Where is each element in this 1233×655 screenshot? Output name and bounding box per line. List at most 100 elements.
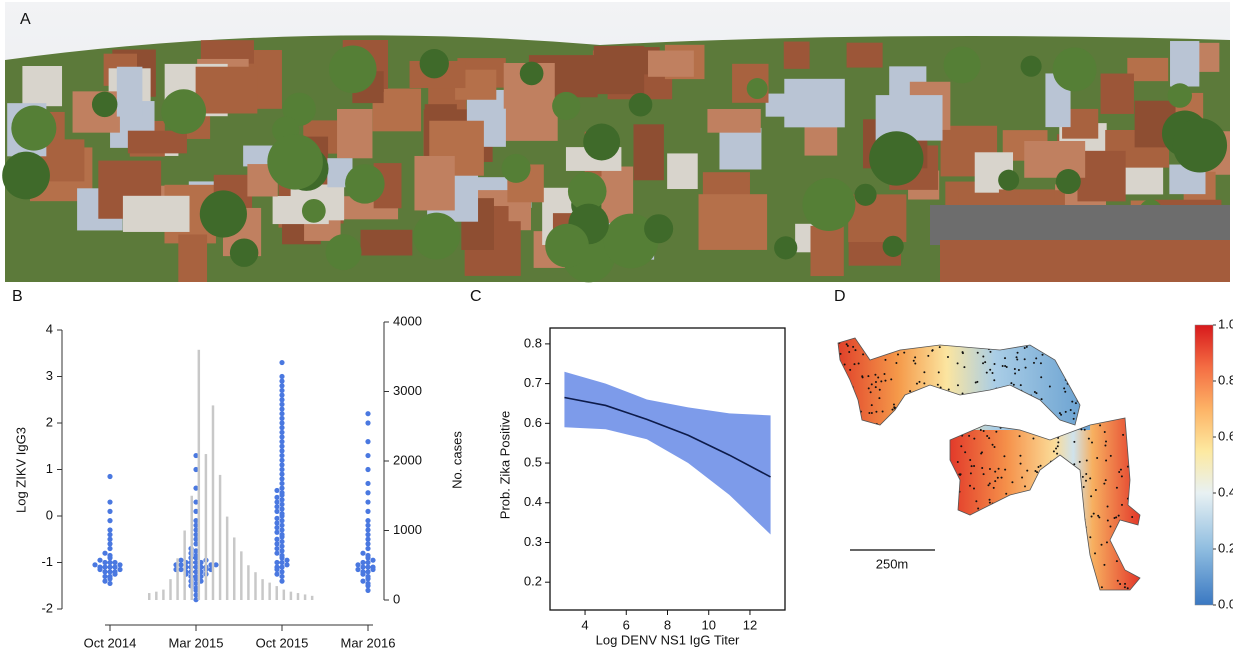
household-dot [1073, 536, 1076, 539]
household-dot [985, 540, 988, 543]
swarm-point [274, 520, 280, 526]
household-dot [869, 448, 872, 451]
colorbar-tick-label: 0.8 [1218, 372, 1233, 387]
household-dot [879, 476, 882, 479]
photo-building [116, 66, 143, 117]
household-dot [959, 539, 962, 542]
household-dot [978, 535, 981, 538]
household-dot [1019, 384, 1022, 387]
household-dot [982, 355, 985, 358]
household-dot [926, 500, 929, 503]
y-tick-label: 0.3 [524, 534, 542, 549]
swarm-point [107, 518, 113, 524]
household-dot [1022, 494, 1025, 497]
household-dot [1126, 437, 1129, 440]
household-dot [857, 362, 860, 365]
household-dot [968, 484, 971, 487]
swarm-point [365, 522, 371, 528]
case-bar [254, 572, 257, 600]
swarm-point [107, 541, 113, 547]
household-dot [1046, 432, 1049, 435]
swarm-point [193, 585, 199, 591]
household-dot [1094, 552, 1097, 555]
case-bar [261, 579, 264, 600]
case-bar [247, 565, 250, 600]
swarm-point [284, 562, 290, 568]
household-dot [977, 507, 980, 510]
swarm-point [102, 573, 108, 580]
household-dot [1137, 468, 1140, 471]
household-dot [1014, 545, 1017, 548]
household-dot [1078, 576, 1081, 579]
household-dot [926, 449, 929, 452]
household-dot [867, 563, 870, 566]
household-dot [1023, 358, 1026, 361]
photo-tree [1167, 83, 1193, 108]
household-dot [929, 456, 932, 459]
household-dot [951, 520, 954, 523]
swarm-point [279, 501, 285, 507]
household-dot [950, 400, 953, 403]
household-dot [923, 556, 926, 559]
household-dot [887, 520, 890, 523]
swarm-point [274, 515, 280, 521]
household-dot [1144, 391, 1146, 393]
household-dot [1091, 345, 1094, 348]
photo-tree [882, 235, 904, 257]
household-dot [914, 362, 917, 365]
household-dot [1082, 348, 1085, 351]
household-dot [1033, 422, 1036, 425]
household-dot [1127, 568, 1130, 571]
household-dot [840, 436, 843, 439]
swarm-point [178, 566, 184, 573]
household-dot [1087, 384, 1090, 387]
household-dot [1117, 334, 1119, 336]
scale-label: 250m [876, 556, 909, 571]
household-dot [968, 536, 971, 539]
household-dot [1003, 455, 1006, 458]
household-dot [1080, 525, 1083, 528]
household-dot [976, 351, 979, 354]
household-dot [890, 347, 893, 350]
photo-tree [802, 177, 856, 231]
household-dot [845, 583, 848, 586]
photo-building [1077, 150, 1126, 202]
household-dot [1060, 520, 1063, 523]
case-bar [268, 582, 271, 600]
household-dot [986, 434, 989, 437]
household-dot [969, 472, 972, 475]
household-dot [1124, 335, 1126, 337]
household-dot [1001, 365, 1004, 368]
household-dot [1079, 338, 1082, 341]
household-dot [854, 415, 857, 418]
household-dot [959, 473, 962, 476]
household-dot [947, 549, 950, 552]
swarm-point [279, 511, 285, 517]
y-tick-label: 0.6 [524, 415, 542, 430]
photo-tree [229, 238, 259, 267]
swarm-point [279, 443, 285, 449]
household-dot [988, 498, 991, 501]
swarm-point [279, 439, 285, 445]
swarm-point [274, 550, 280, 556]
swarm-point [279, 466, 285, 473]
household-dot [1083, 368, 1086, 371]
photo-building [810, 225, 844, 277]
household-dot [937, 570, 940, 573]
household-dot [1063, 387, 1066, 390]
household-dot [1011, 533, 1014, 536]
household-dot [851, 521, 854, 524]
household-dot [974, 381, 977, 384]
household-dot [879, 515, 882, 518]
household-dot [891, 503, 894, 506]
household-dot [1010, 382, 1013, 385]
household-dot [1082, 485, 1085, 488]
household-dot [918, 543, 921, 546]
household-dot [870, 383, 873, 386]
colorbar-tick-label: 0.4 [1218, 484, 1233, 499]
household-dot [1055, 338, 1058, 341]
swarm-point [274, 529, 280, 535]
household-dot [998, 403, 1001, 406]
household-dot [940, 488, 943, 491]
household-dot [972, 487, 975, 490]
